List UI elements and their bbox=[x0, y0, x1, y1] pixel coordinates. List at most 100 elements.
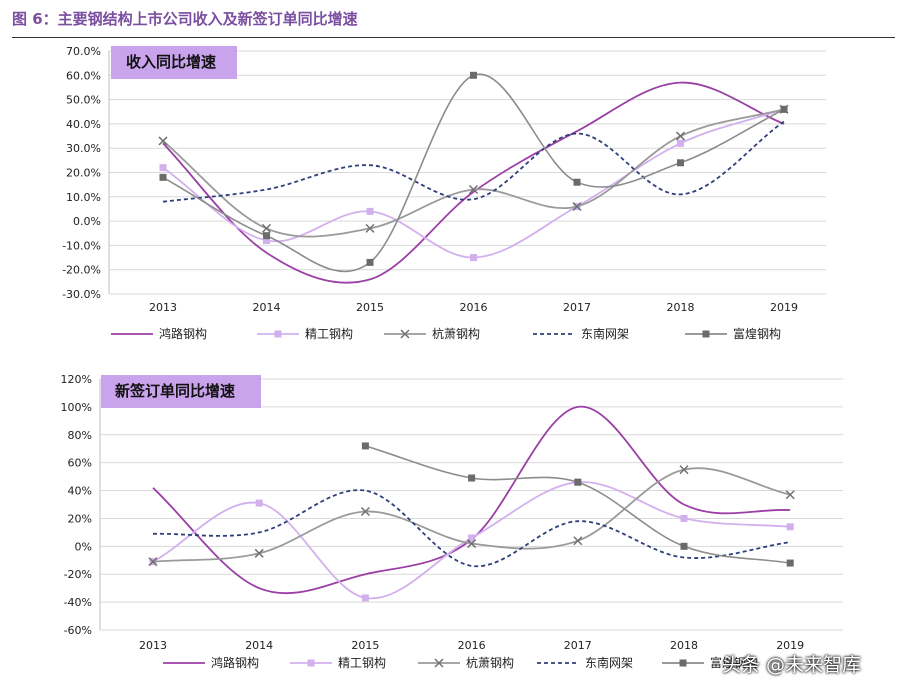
legend-entry: 杭萧钢构 bbox=[418, 655, 514, 670]
data-point bbox=[573, 536, 583, 546]
legend-entry: 富煌钢构 bbox=[662, 655, 758, 670]
y-tick-label: 0% bbox=[75, 540, 92, 553]
y-tick-label: 60.0% bbox=[66, 69, 101, 82]
data-point bbox=[468, 474, 476, 482]
y-tick-label: 120% bbox=[61, 373, 92, 386]
series-line bbox=[152, 489, 791, 568]
title-divider bbox=[12, 37, 895, 38]
data-point bbox=[786, 523, 794, 531]
x-tick-label: 2015 bbox=[356, 301, 384, 314]
legend-label: 东南网架 bbox=[581, 326, 629, 341]
data-point bbox=[148, 557, 158, 567]
legend-marker bbox=[307, 659, 315, 667]
series-line bbox=[162, 120, 785, 203]
data-point bbox=[254, 548, 264, 558]
data-point bbox=[159, 164, 167, 172]
legend-marker bbox=[400, 329, 410, 339]
x-tick-label: 2014 bbox=[253, 301, 281, 314]
data-point bbox=[675, 131, 686, 141]
data-point bbox=[366, 207, 374, 215]
legend-label: 鸿路钢构 bbox=[211, 655, 259, 670]
panel-title: 收入同比增速 bbox=[126, 53, 216, 71]
data-point bbox=[263, 232, 270, 240]
legend-marker bbox=[434, 658, 444, 668]
figure-title: 图 6：主要钢结构上市公司收入及新签订单同比增速 bbox=[12, 10, 358, 28]
legend-entry: 东南网架 bbox=[533, 326, 629, 341]
series-line bbox=[152, 467, 791, 563]
data-point bbox=[680, 542, 688, 550]
y-tick-label: 60% bbox=[68, 457, 92, 470]
data-point bbox=[366, 258, 374, 266]
y-tick-label: 10.0% bbox=[66, 191, 101, 204]
legend-entry: 鸿路钢构 bbox=[111, 326, 207, 341]
x-tick-label: 2016 bbox=[460, 301, 488, 314]
data-point bbox=[361, 442, 369, 450]
data-point bbox=[255, 499, 263, 507]
y-tick-label: -30.0% bbox=[62, 288, 101, 301]
panel-title: 新签订单同比增速 bbox=[115, 382, 235, 400]
series-4 bbox=[162, 120, 785, 203]
data-point bbox=[677, 159, 684, 167]
series-2 bbox=[159, 105, 788, 262]
series-line bbox=[162, 81, 785, 284]
data-point bbox=[263, 237, 270, 245]
y-tick-label: 100% bbox=[61, 401, 92, 414]
legend-label: 鸿路钢构 bbox=[159, 326, 207, 341]
y-tick-label: -60% bbox=[64, 624, 92, 637]
y-tick-label: 30.0% bbox=[66, 142, 101, 155]
legend-entry: 精工钢构 bbox=[290, 655, 386, 670]
series-3 bbox=[158, 104, 789, 238]
legend-entry: 精工钢构 bbox=[257, 326, 353, 341]
legend-label: 杭萧钢构 bbox=[432, 326, 480, 341]
new-orders-growth-chart: 120% 100% 80% 60% 40% 20% 0% -20% -40% -60% 2013 20… bbox=[61, 373, 843, 670]
data-point bbox=[360, 506, 370, 517]
data-point bbox=[470, 254, 477, 262]
y-tick-label: 40% bbox=[68, 485, 92, 498]
y-tick-label: 20% bbox=[68, 512, 92, 525]
data-point bbox=[159, 173, 167, 181]
x-tick-label: 2013 bbox=[149, 301, 177, 314]
data-point bbox=[365, 223, 375, 233]
legend-label: 精工钢构 bbox=[305, 326, 353, 341]
data-point bbox=[786, 559, 794, 567]
y-tick-label: 50.0% bbox=[66, 94, 101, 107]
data-point bbox=[679, 465, 689, 475]
series-line bbox=[365, 445, 791, 564]
data-point bbox=[680, 514, 688, 522]
data-point bbox=[468, 184, 479, 195]
legend-marker bbox=[702, 330, 710, 338]
series-1 bbox=[162, 81, 785, 284]
data-point bbox=[470, 71, 477, 79]
series-2 bbox=[149, 478, 794, 602]
series-3 bbox=[148, 465, 795, 567]
data-point bbox=[572, 201, 582, 212]
y-tick-label: 70.0% bbox=[66, 45, 101, 58]
y-tick-label: -20% bbox=[64, 568, 92, 581]
x-tick-label: 2018 bbox=[667, 301, 695, 314]
x-tick-label: 2015 bbox=[351, 639, 379, 652]
data-point bbox=[261, 223, 272, 233]
legend-entry: 杭萧钢构 bbox=[384, 326, 480, 341]
watermark: 头条 @未来智库 bbox=[722, 654, 862, 676]
y-tick-label: -20.0% bbox=[62, 264, 101, 277]
x-tick-label: 2017 bbox=[564, 639, 592, 652]
panel-title-box bbox=[101, 375, 261, 408]
legend-label: 东南网架 bbox=[585, 655, 633, 670]
legend-entry: 鸿路钢构 bbox=[163, 655, 259, 670]
series-4 bbox=[152, 489, 791, 568]
x-tick-label: 2018 bbox=[670, 639, 698, 652]
y-tick-label: -10.0% bbox=[62, 239, 101, 252]
data-point bbox=[361, 594, 369, 602]
data-point bbox=[573, 178, 581, 186]
y-tick-label: 80% bbox=[68, 429, 92, 442]
x-tick-label: 2019 bbox=[776, 639, 804, 652]
x-tick-label: 2016 bbox=[458, 639, 486, 652]
x-tick-label: 2019 bbox=[770, 301, 798, 314]
data-point bbox=[574, 478, 582, 486]
x-tick-label: 2013 bbox=[139, 639, 167, 652]
series-5 bbox=[361, 442, 794, 567]
legend-marker bbox=[274, 330, 282, 338]
legend-label: 杭萧钢构 bbox=[466, 655, 514, 670]
data-point bbox=[158, 136, 168, 146]
